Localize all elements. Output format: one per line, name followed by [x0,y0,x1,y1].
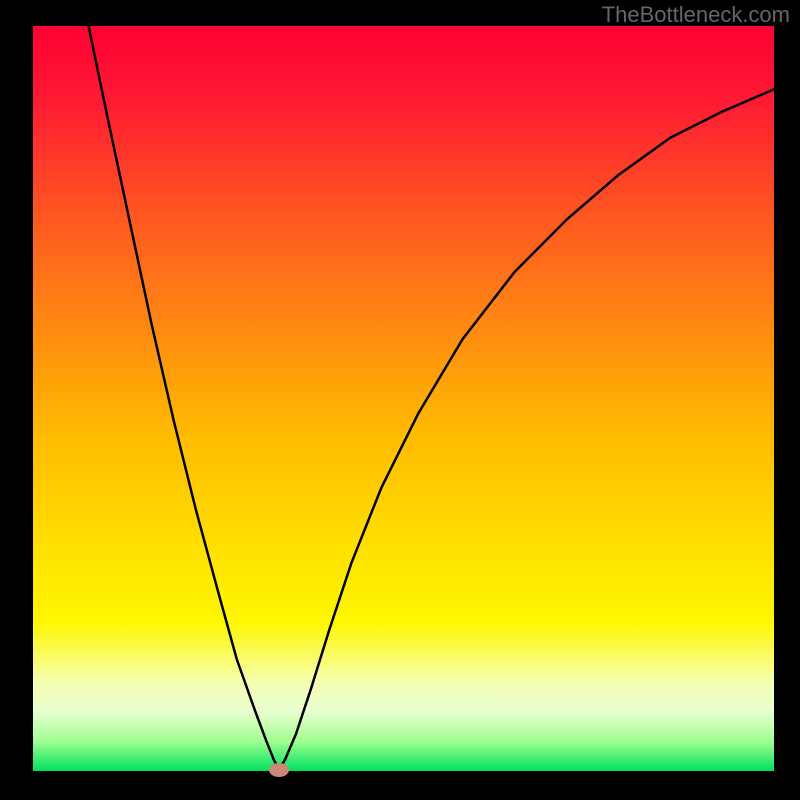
bottleneck-curve-svg [33,26,774,771]
watermark-text: TheBottleneck.com [602,2,790,28]
bottleneck-curve-line [89,26,774,770]
optimal-point-marker [269,763,289,777]
